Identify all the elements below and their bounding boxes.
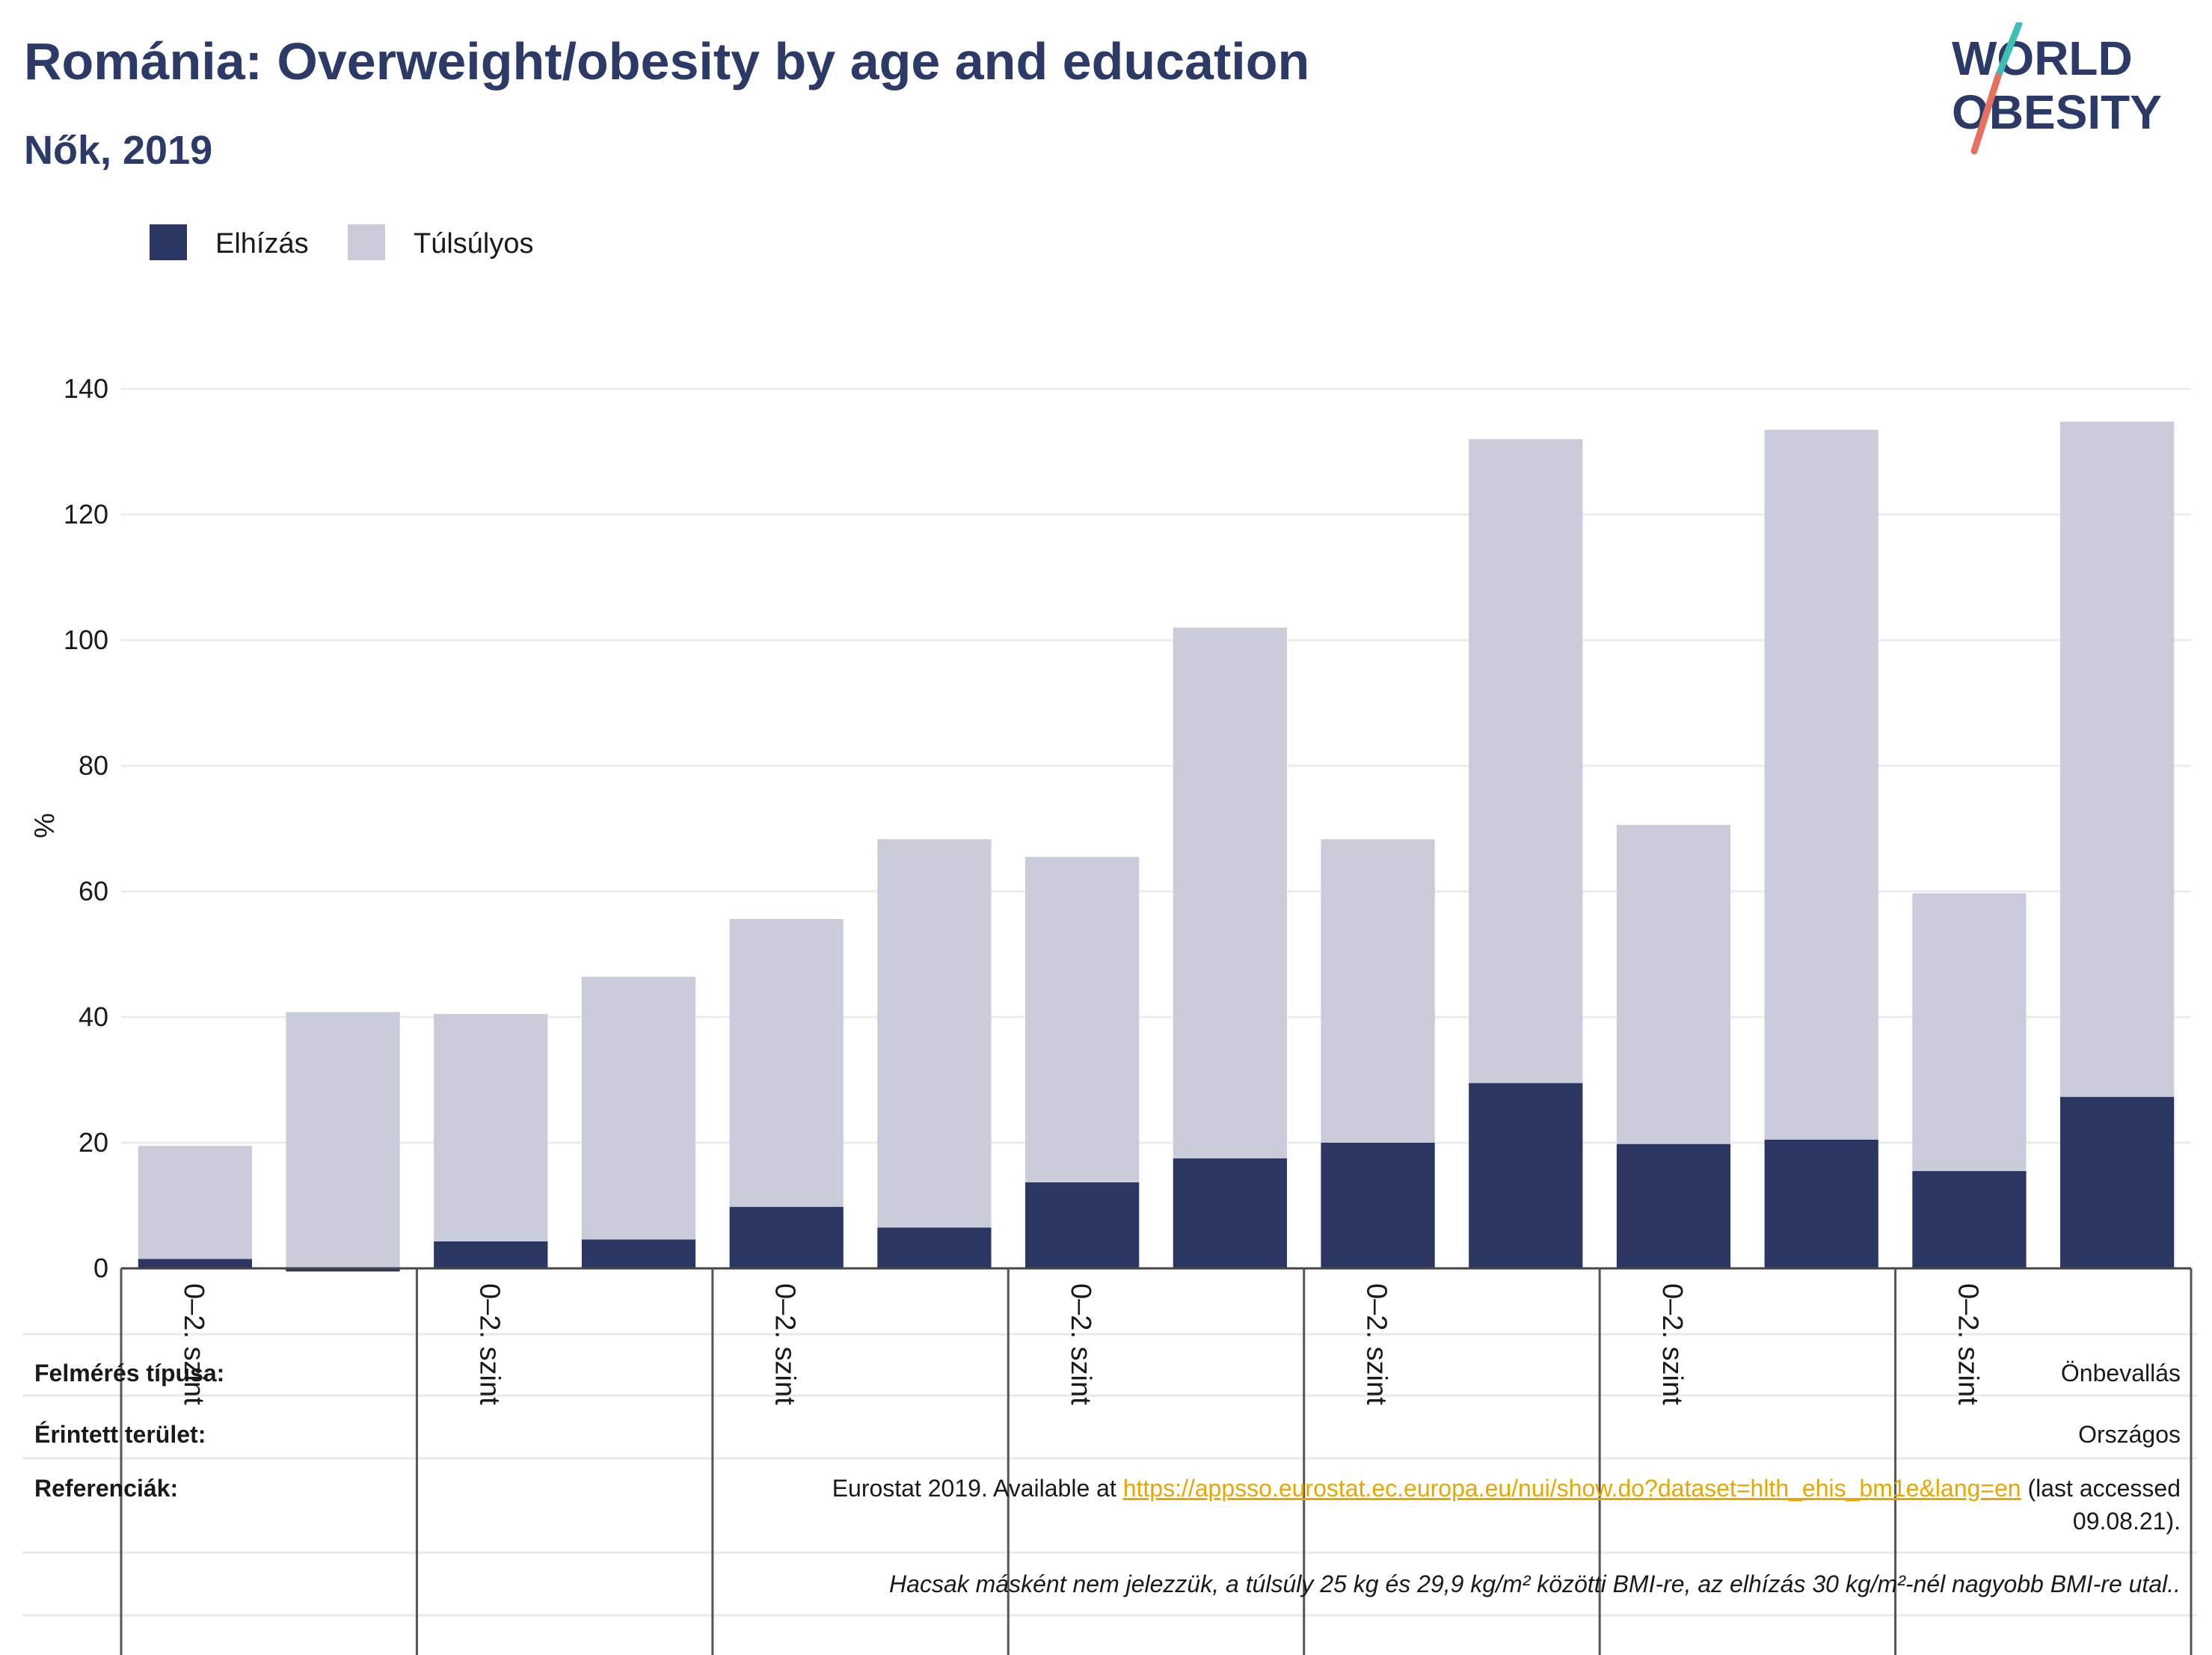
references-value: Eurostat 2019. Available at https://apps…	[832, 1475, 2181, 1502]
y-tick-label: 0	[93, 1253, 108, 1283]
area-label: Érintett terület:	[34, 1421, 206, 1448]
bar-obesity	[1912, 1170, 2027, 1268]
reference-link[interactable]: https://appsso.eurostat.ec.europa.eu/nui…	[1122, 1475, 2021, 1502]
logo-slash-coral	[1970, 73, 2002, 155]
survey-type-label: Felmérés típusa:	[34, 1360, 225, 1387]
bar-overweight	[1321, 839, 1435, 1143]
bar-overweight	[2060, 421, 2175, 1097]
logo-text-line1: WORLD	[1952, 31, 2133, 85]
bar-overweight	[1616, 824, 1731, 1144]
y-tick-label: 20	[79, 1127, 108, 1158]
bar-overweight	[434, 1013, 548, 1241]
legend-swatch-obesity	[150, 224, 187, 260]
bar-obesity	[2060, 1096, 2175, 1268]
bar-obesity	[1321, 1143, 1435, 1268]
references-label: Referenciák:	[34, 1475, 179, 1502]
bar-overweight	[286, 1012, 400, 1268]
bar-obesity	[1025, 1182, 1140, 1268]
bar-obesity	[138, 1259, 252, 1268]
bar-overweight	[1025, 856, 1140, 1182]
bar-overweight	[877, 839, 992, 1228]
bar-overweight	[138, 1146, 252, 1259]
y-tick-label: 140	[64, 373, 108, 404]
area-value: Országos	[2078, 1421, 2181, 1448]
legend-swatch-overweight	[348, 224, 385, 260]
info-table-lines	[22, 1333, 2197, 1617]
legend-label: Túlsúlyos	[414, 228, 534, 260]
x-tick-label: 0–2. szint	[178, 1283, 209, 1405]
bar-obesity	[434, 1241, 548, 1268]
chart-title: Románia: Overweight/obesity by age and e…	[24, 32, 1310, 90]
bar-overweight	[581, 977, 696, 1240]
bar-overweight	[1469, 439, 1583, 1084]
bars	[138, 421, 2175, 1272]
bar-overweight	[1912, 893, 2027, 1171]
reference-date: 09.08.21).	[2072, 1508, 2181, 1535]
y-axis-label: %	[29, 813, 61, 838]
logo-slash-teal	[1994, 22, 2023, 80]
y-tick-label: 60	[79, 876, 108, 906]
bar-obesity	[877, 1227, 992, 1268]
bar-overweight	[1764, 429, 1878, 1140]
axes: 0 20 40 60 80 100 120 140% 0–2. szint 0–2. szint 0…	[29, 373, 2193, 1655]
bar-overweight	[729, 918, 844, 1207]
y-tick-label: 100	[64, 624, 108, 655]
y-tick-label: 80	[79, 750, 108, 781]
x-tick-label: 0–2. szint	[1952, 1283, 1983, 1405]
x-tick-label: 0–2. szint	[1656, 1283, 1688, 1405]
bar-obesity	[581, 1239, 696, 1268]
gridlines	[121, 387, 2191, 1144]
survey-type-value: Önbevallás	[2060, 1360, 2181, 1387]
world-obesity-logo: WORLD OBESITY	[1952, 22, 2162, 155]
reference-prefix: Eurostat 2019. Available at	[832, 1475, 1123, 1502]
x-tick-label: 0–2. szint	[1065, 1283, 1096, 1405]
bar-obesity	[1173, 1158, 1287, 1268]
bar-overweight	[1173, 627, 1287, 1158]
bar-obesity	[1616, 1143, 1731, 1268]
bar-obesity	[286, 1268, 400, 1272]
x-tick-label: 0–2. szint	[473, 1283, 505, 1405]
x-tick-label: 0–2. szint	[1361, 1283, 1392, 1405]
bar-obesity	[729, 1206, 844, 1268]
legend: Elhízás Túlsúlyos	[150, 224, 534, 260]
y-tick-label: 40	[79, 1001, 108, 1032]
chart-subtitle: Nők, 2019	[24, 128, 213, 173]
y-tick-label: 120	[64, 499, 108, 529]
footnote: Hacsak másként nem jelezzük, a túlsúly 2…	[889, 1570, 2181, 1597]
x-tick-label: 0–2. szint	[769, 1283, 801, 1405]
bar-obesity	[1764, 1139, 1878, 1268]
legend-label: Elhízás	[215, 228, 309, 260]
reference-suffix: (last accessed	[2021, 1475, 2181, 1502]
bar-obesity	[1469, 1083, 1583, 1268]
